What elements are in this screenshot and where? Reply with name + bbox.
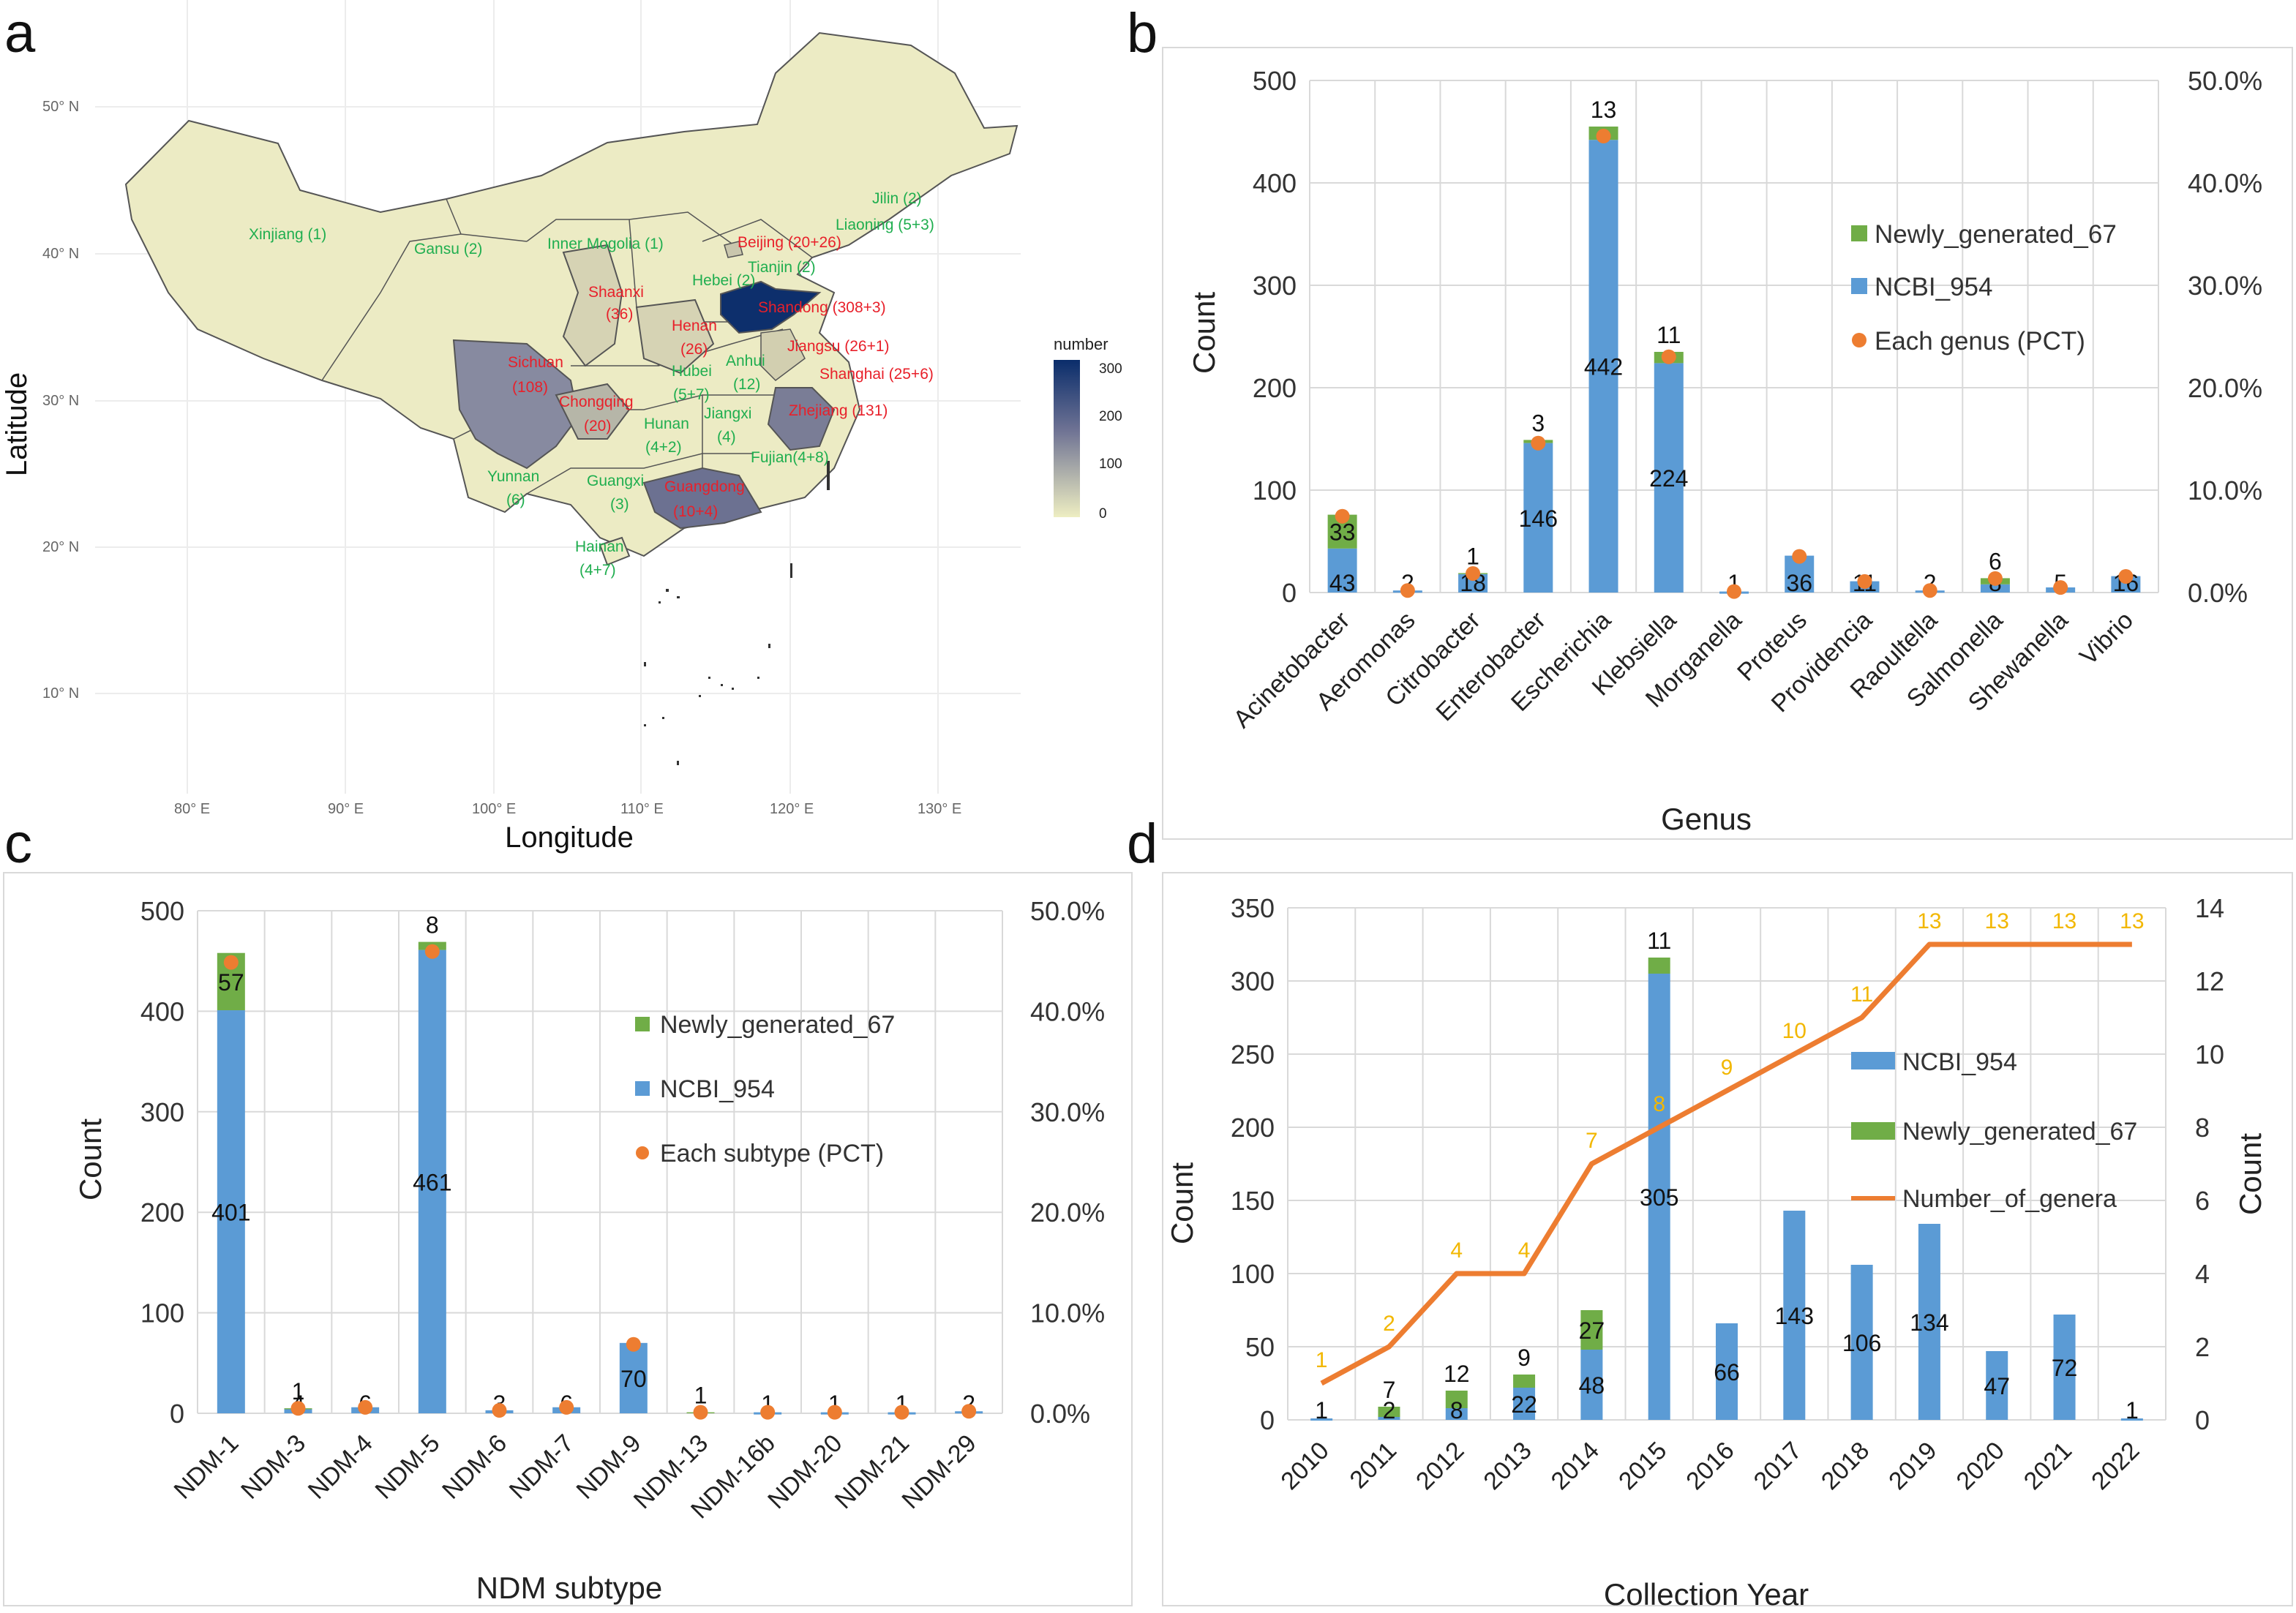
- map-legend-tick: 0: [1099, 506, 1107, 522]
- province-shandong: [720, 280, 822, 334]
- map-y-label: Latitude: [1, 372, 33, 476]
- map-label: (4): [717, 429, 736, 445]
- map-label: Chongqing: [559, 394, 634, 410]
- map-x-tick: 130° E: [918, 801, 961, 817]
- map-y-tick: 40° N: [42, 246, 79, 262]
- map-label: (10+4): [673, 503, 718, 520]
- map-label: Zhejiang (131): [789, 402, 888, 419]
- map-x-tick: 110° E: [620, 801, 664, 817]
- map-legend-tick: 100: [1099, 456, 1122, 472]
- province-hainan: [599, 536, 631, 566]
- province-henan: [635, 298, 715, 375]
- map-label: Hainan: [575, 538, 624, 555]
- map-label: (4+7): [579, 562, 616, 579]
- china-outline: [124, 31, 1018, 557]
- map-label: Henan: [672, 317, 717, 334]
- map-label: Gansu (2): [414, 241, 482, 257]
- map-y-tick: 20° N: [42, 539, 79, 555]
- map-legend-tick: 200: [1099, 409, 1122, 424]
- map-label: (5+7): [673, 386, 710, 403]
- map-label: Shaanxi: [588, 284, 644, 301]
- province-zhejiang: [767, 387, 836, 451]
- map-legend-colorbar: [1054, 360, 1080, 517]
- map-label: Shanghai (25+6): [819, 366, 934, 383]
- chart-d-frame: [1162, 872, 2293, 1606]
- map-label: Hunan: [644, 416, 689, 432]
- map-legend-tick: 300: [1099, 361, 1122, 377]
- map-label: Shandong (308+3): [758, 299, 886, 316]
- province-guangdong: [642, 467, 762, 530]
- map-label: Beijing (20+26): [738, 234, 841, 251]
- province-beijing: [724, 241, 743, 258]
- map-x-tick: 120° E: [770, 801, 814, 817]
- map-label: Xinjiang (1): [249, 226, 326, 243]
- map-x-tick: 80° E: [174, 801, 210, 817]
- map-label: Sichuan: [508, 354, 563, 371]
- map-legend-title: number: [1054, 335, 1108, 353]
- map-label: (3): [610, 496, 629, 513]
- map-label: Jilin (2): [872, 190, 922, 207]
- province-chongqing: [555, 383, 631, 440]
- map-label: (36): [606, 306, 633, 323]
- panel-letter-a: a: [4, 2, 36, 64]
- map-x-tick: 100° E: [472, 801, 516, 817]
- map-label: Tianjin (2): [748, 259, 816, 276]
- province-jiangsu: [760, 328, 806, 381]
- map-label: Liaoning (5+3): [836, 217, 934, 233]
- map-label: Inner Mogolia (1): [547, 236, 664, 252]
- map-label: Hebei (2): [692, 272, 755, 289]
- map-x-tick: 90° E: [328, 801, 364, 817]
- map-label: (4+2): [645, 439, 682, 456]
- map-label: (12): [733, 376, 760, 393]
- map-label: (108): [512, 379, 548, 396]
- panel-letter-d: d: [1127, 813, 1158, 875]
- map-y-tick: 50° N: [42, 99, 79, 115]
- map-label: Guangxi: [587, 473, 644, 489]
- map-y-tick: 30° N: [42, 393, 79, 409]
- map-province-labels: Xinjiang (1) Gansu (2) Inner Mogolia (1)…: [249, 190, 934, 579]
- map-label: Fujian(4+8): [751, 449, 829, 466]
- map-label: Guangdong: [664, 478, 745, 495]
- map-y-tick: 10° N: [42, 685, 79, 702]
- panel-letter-c: c: [4, 813, 32, 875]
- chart-c-frame: [3, 872, 1133, 1606]
- province-shaanxi: [562, 244, 623, 367]
- province-sichuan: [452, 339, 579, 470]
- map-label: Anhui: [726, 353, 765, 369]
- islands: [644, 461, 830, 765]
- map-label: Jiangsu (26+1): [787, 338, 890, 355]
- map-label: (20): [584, 418, 611, 435]
- chart-b-frame: [1162, 47, 2293, 840]
- map-x-label: Longitude: [505, 821, 634, 854]
- map-label: Jiangxi: [704, 405, 751, 422]
- panel-letter-b: b: [1127, 2, 1158, 64]
- map-label: Hubei: [672, 363, 712, 380]
- map-label: Yunnan: [487, 468, 539, 485]
- map-label: (6): [506, 492, 525, 508]
- map-panel: 80° E 90° E 100° E 110° E 120° E 130° E …: [1, 0, 1122, 854]
- map-label: (26): [680, 341, 708, 358]
